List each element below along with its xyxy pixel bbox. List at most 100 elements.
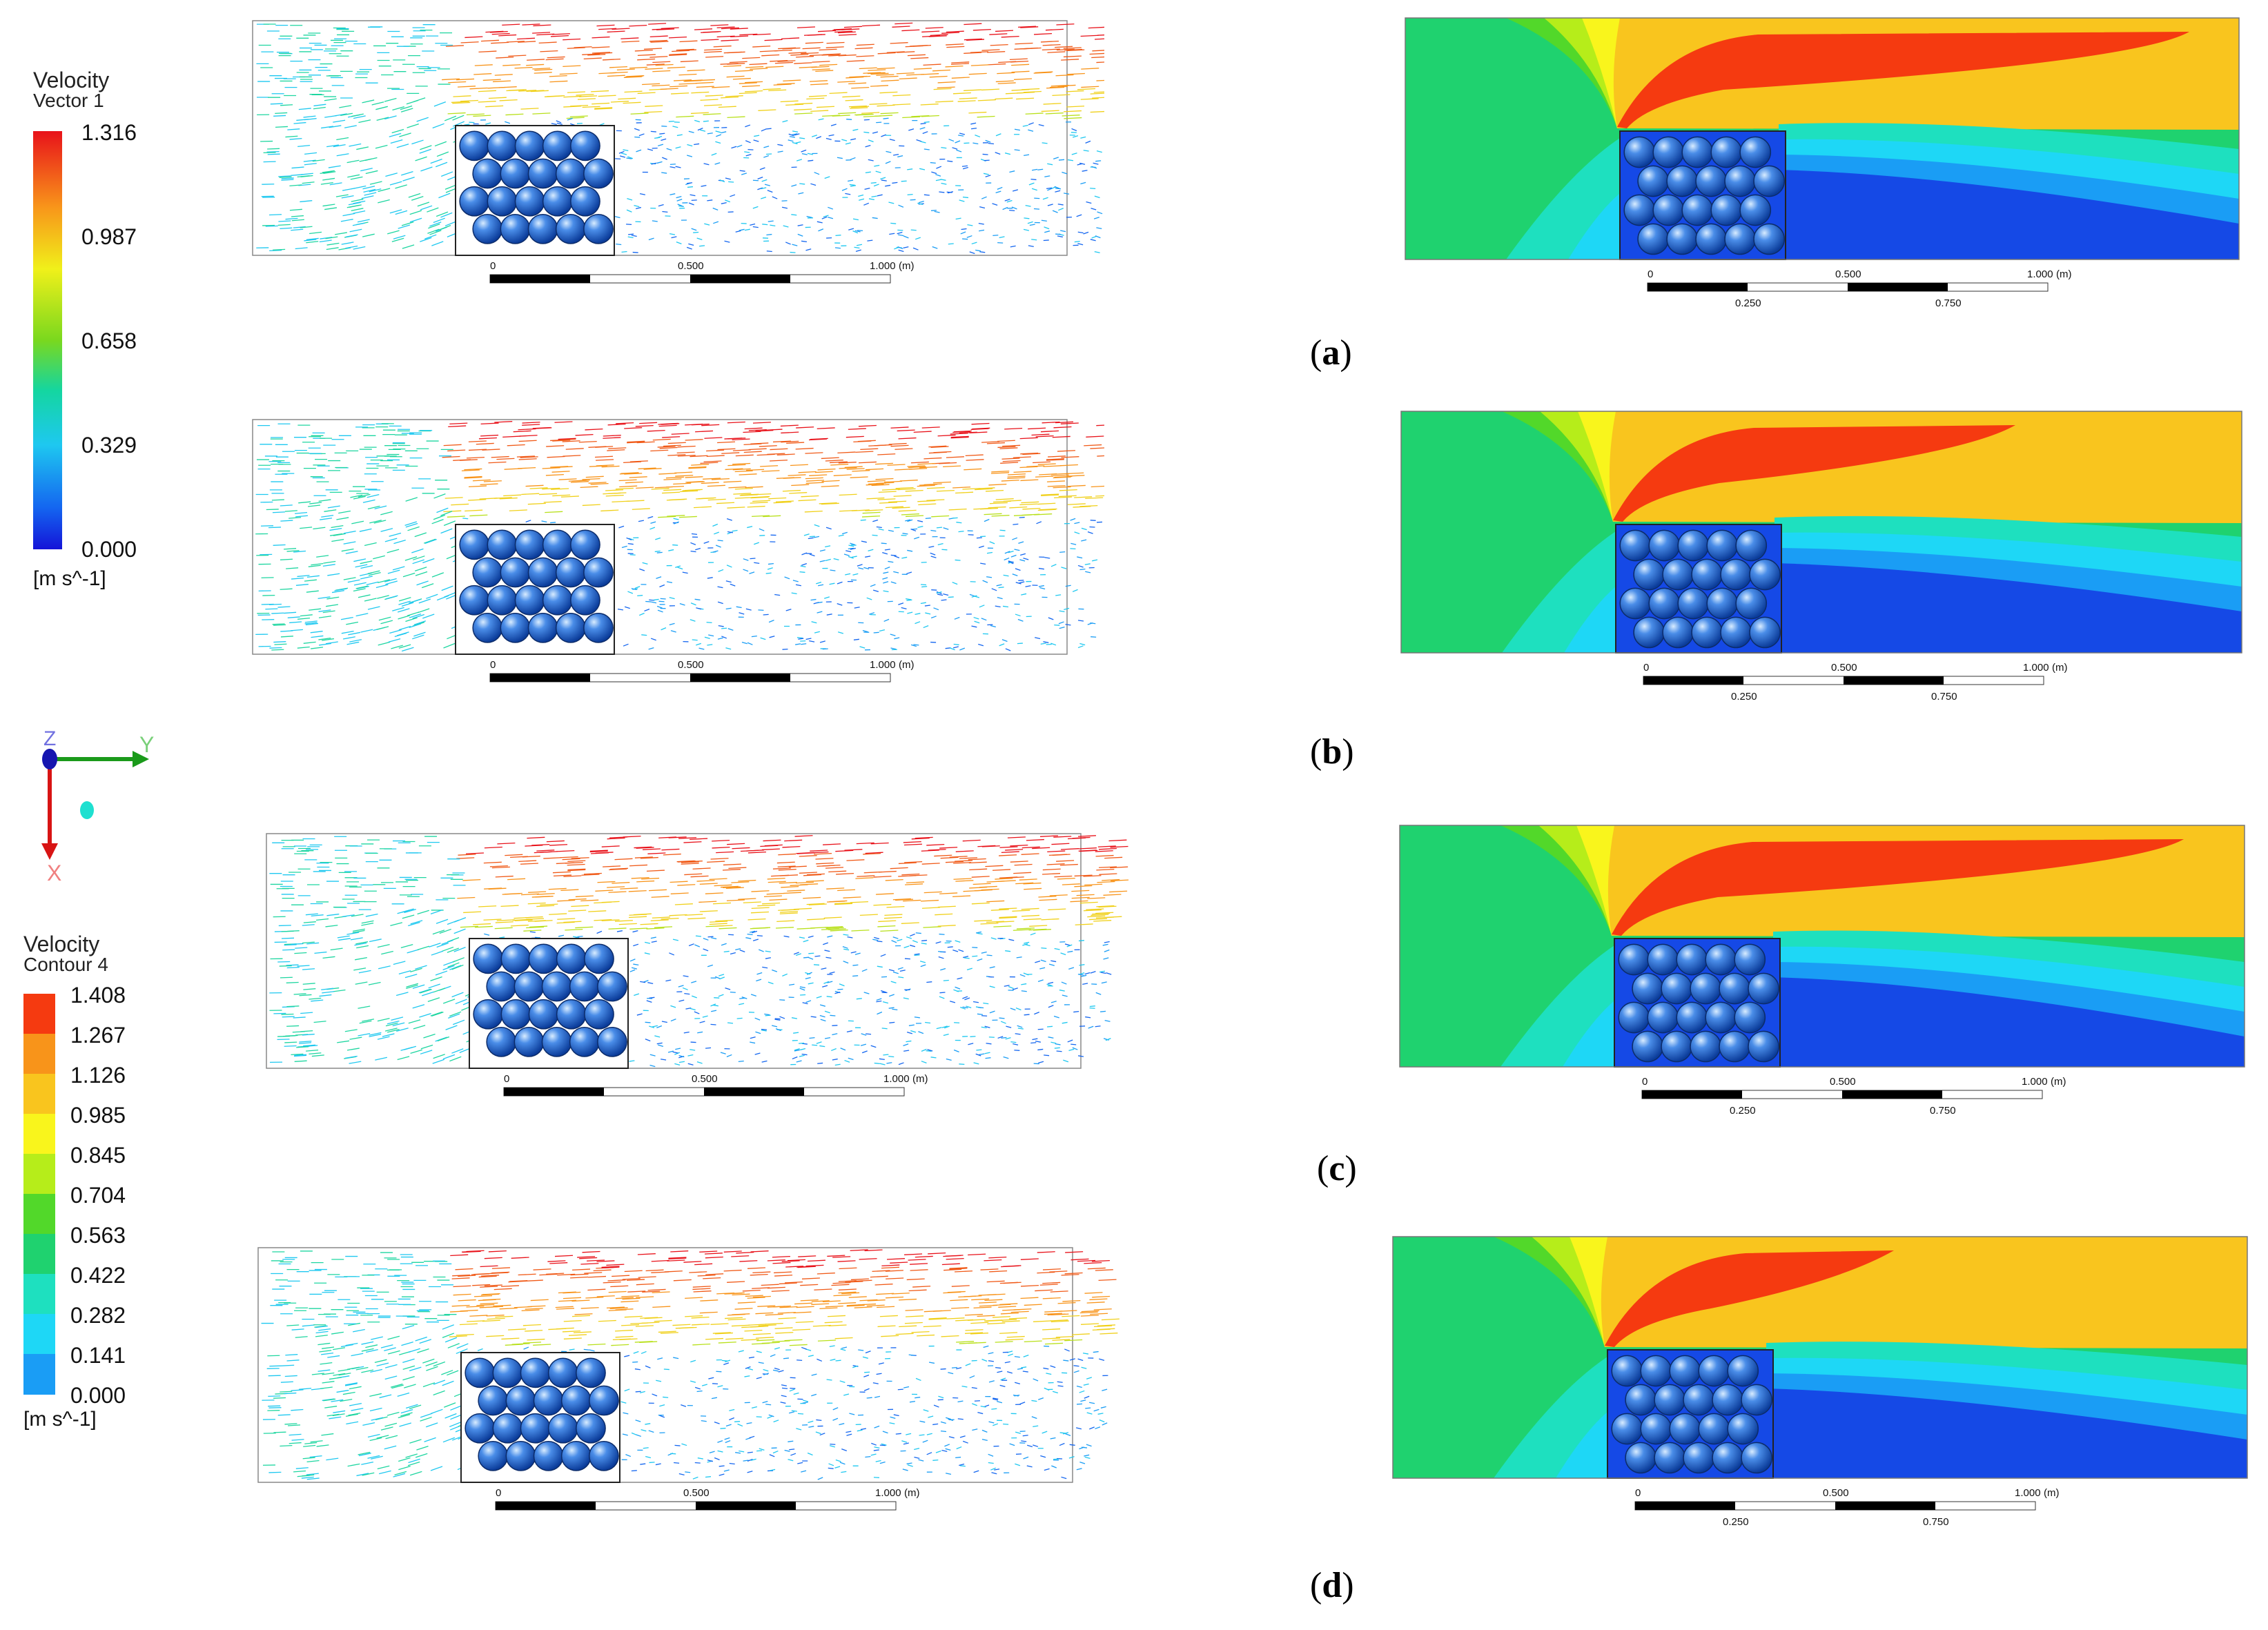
velocity-arrow <box>401 602 414 607</box>
velocity-arrow <box>785 104 804 106</box>
velocity-arrow <box>1065 1433 1071 1436</box>
velocity-arrow <box>881 489 900 491</box>
velocity-arrow <box>279 965 292 967</box>
velocity-arrow <box>997 82 1016 84</box>
sphere <box>514 529 545 560</box>
velocity-arrow <box>355 941 369 945</box>
velocity-arrow <box>960 231 966 235</box>
velocity-arrow <box>626 209 632 213</box>
velocity-arrow <box>727 438 746 440</box>
velocity-arrow <box>666 148 672 151</box>
velocity-arrow <box>910 1030 917 1033</box>
velocity-arrow <box>1002 605 1009 608</box>
velocity-arrow <box>749 571 755 575</box>
velocity-arrow <box>985 175 991 177</box>
velocity-arrow <box>875 170 881 173</box>
velocity-arrow <box>799 936 805 939</box>
velocity-arrow <box>1031 188 1037 191</box>
velocity-arrow <box>837 581 843 585</box>
velocity-arrow <box>971 242 977 245</box>
velocity-arrow <box>418 988 431 994</box>
sphere <box>527 612 558 643</box>
velocity-arrow <box>1091 485 1104 488</box>
velocity-arrow <box>739 1003 745 1005</box>
velocity-arrow <box>636 847 654 849</box>
velocity-arrow <box>378 188 391 193</box>
velocity-arrow <box>296 1046 309 1048</box>
velocity-arrow <box>1054 496 1073 499</box>
velocity-arrow <box>854 1306 872 1308</box>
velocity-arrow <box>696 237 703 241</box>
velocity-arrow <box>726 75 745 78</box>
velocity-arrow <box>317 596 331 599</box>
velocity-arrow <box>300 175 313 177</box>
velocity-arrow <box>917 526 923 529</box>
velocity-arrow <box>447 962 460 968</box>
velocity-arrow <box>750 502 768 504</box>
velocity-arrow <box>378 1470 391 1475</box>
velocity-arrow <box>772 1450 779 1454</box>
velocity-arrow <box>915 932 921 934</box>
velocity-arrow <box>955 491 974 494</box>
velocity-arrow <box>1020 452 1039 455</box>
velocity-arrow <box>967 224 973 226</box>
velocity-arrow <box>614 858 633 861</box>
velocity-arrow <box>304 622 317 625</box>
velocity-arrow <box>585 475 604 478</box>
velocity-arrow <box>697 127 703 131</box>
scale-bar-segment <box>690 674 790 682</box>
velocity-arrow <box>966 235 972 238</box>
velocity-arrow <box>1096 424 1104 426</box>
velocity-arrow <box>984 518 990 522</box>
velocity-arrow <box>607 1279 626 1282</box>
velocity-arrow <box>938 956 944 959</box>
velocity-arrow <box>444 115 457 121</box>
velocity-arrow <box>433 1379 446 1385</box>
velocity-arrow <box>817 1273 835 1275</box>
scale-bar-label-b1: 0.250 <box>578 688 604 690</box>
velocity-arrow <box>939 191 945 193</box>
velocity-arrow <box>980 923 999 925</box>
velocity-arrow <box>402 647 414 652</box>
sphere <box>500 557 531 588</box>
velocity-arrow <box>432 123 444 129</box>
velocity-arrow <box>1077 1055 1084 1057</box>
velocity-arrow <box>946 43 964 46</box>
velocity-arrow <box>761 1060 768 1063</box>
velocity-arrow <box>409 1471 422 1476</box>
velocity-arrow <box>387 230 400 235</box>
velocity-arrow <box>769 1454 775 1457</box>
velocity-arrow <box>700 462 718 464</box>
velocity-arrow <box>1014 549 1020 551</box>
velocity-arrow <box>398 625 411 631</box>
velocity-arrow <box>745 66 764 68</box>
velocity-arrow <box>435 1037 447 1042</box>
velocity-arrow <box>580 899 599 902</box>
velocity-arrow <box>291 943 304 945</box>
velocity-arrow <box>358 1451 371 1455</box>
velocity-arrow <box>792 130 799 132</box>
velocity-arrow <box>620 1300 639 1303</box>
velocity-arrow <box>398 600 411 605</box>
velocity-arrow <box>701 482 719 484</box>
velocity-arrow <box>899 480 918 482</box>
velocity-arrow <box>696 1061 703 1064</box>
velocity-arrow <box>898 509 917 512</box>
velocity-arrow <box>872 519 879 522</box>
velocity-arrow <box>754 135 760 137</box>
velocity-arrow <box>416 580 429 586</box>
velocity-arrow <box>440 511 453 516</box>
velocity-arrow <box>750 994 756 996</box>
velocity-arrow <box>1053 476 1071 479</box>
velocity-arrow <box>571 480 590 482</box>
velocity-arrow <box>700 129 706 132</box>
velocity-arrow <box>743 1460 749 1462</box>
velocity-arrow <box>752 1333 771 1335</box>
velocity-arrow <box>669 597 675 600</box>
velocity-arrow <box>991 471 1010 473</box>
velocity-arrow <box>647 148 654 151</box>
velocity-arrow <box>671 92 690 95</box>
velocity-arrow <box>603 435 621 437</box>
velocity-arrow <box>725 199 731 203</box>
